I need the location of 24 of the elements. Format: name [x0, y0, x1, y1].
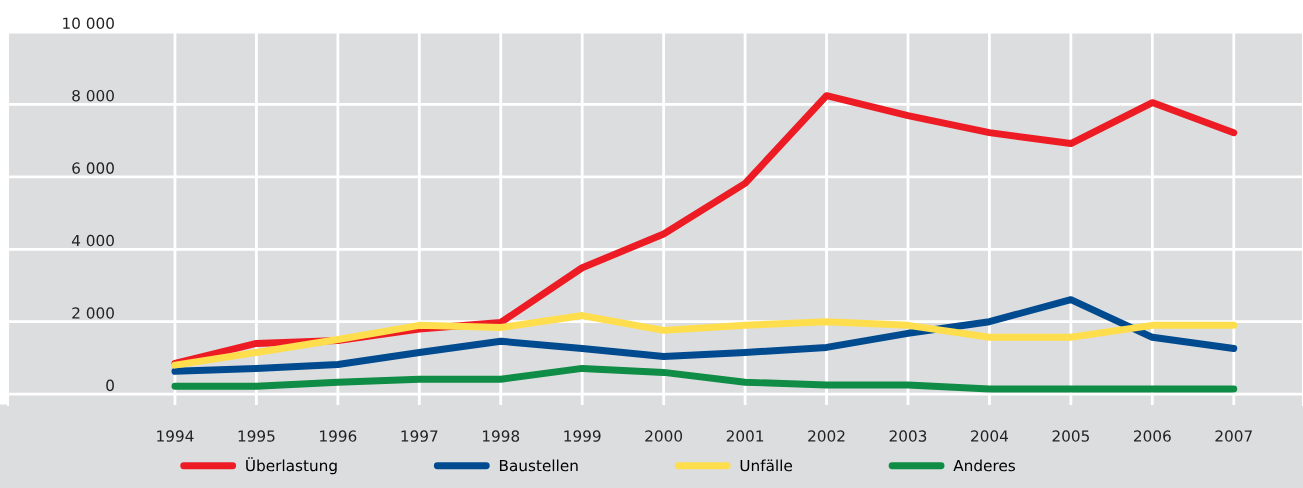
y-tick-label: 4 000 — [71, 234, 114, 247]
x-tick-label: 2005 — [1052, 430, 1089, 442]
x-tick-label: 2000 — [645, 430, 683, 442]
x-tick-label: 1996 — [320, 430, 357, 442]
legend-label: Baustellen — [499, 459, 578, 472]
y-tick-label: 10 000 — [63, 17, 114, 30]
y-tick-label: 8 000 — [72, 89, 114, 102]
x-tick-label: 2001 — [726, 430, 764, 442]
x-tick-label: 1999 — [564, 430, 601, 442]
y-tick-label: 6 000 — [72, 162, 114, 174]
x-tick-label: 2002 — [808, 430, 845, 442]
x-tick-label: 2003 — [889, 430, 927, 442]
legend-label: Anderes — [953, 459, 1016, 472]
x-tick-label: 2004 — [971, 430, 1009, 442]
legend-label: Überlastung — [246, 457, 337, 475]
x-tick-label: 1994 — [157, 430, 194, 442]
y-tick-label: 0 — [106, 379, 114, 392]
x-tick-label: 1997 — [401, 430, 438, 442]
x-tick-label: 2006 — [1134, 430, 1171, 442]
legend-label: Unfälle — [740, 459, 792, 472]
y-tick-label: 2 000 — [72, 307, 114, 319]
x-tick-label: 2007 — [1215, 430, 1252, 442]
x-tick-label: 1995 — [238, 430, 275, 442]
x-tick-label: 1998 — [482, 430, 520, 442]
